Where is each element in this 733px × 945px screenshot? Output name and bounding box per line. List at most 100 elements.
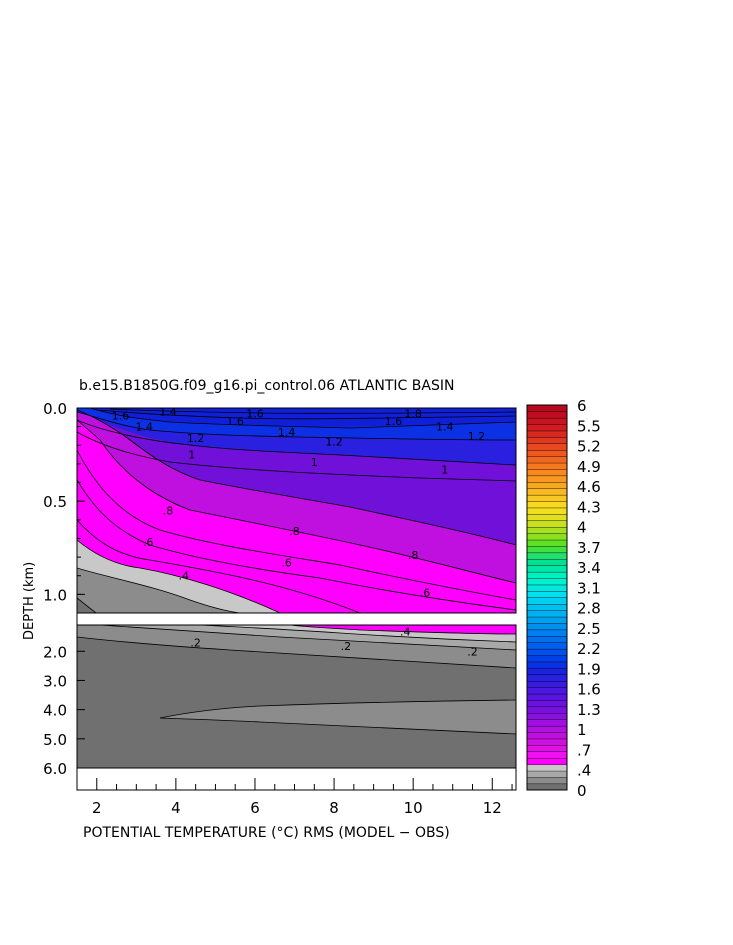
lower-band-deep-gray bbox=[160, 700, 516, 734]
contour-label: 1.4 bbox=[278, 426, 296, 439]
colorbar-swatch bbox=[526, 635, 568, 643]
colorbar-tick-label: 4.3 bbox=[577, 498, 601, 516]
y-tick-label: 5.0 bbox=[43, 731, 67, 749]
upper-contour-line bbox=[89, 408, 516, 429]
colorbar-swatch bbox=[526, 501, 568, 509]
colorbar-tick-label: 6 bbox=[577, 397, 587, 415]
x-axis-label: POTENTIAL TEMPERATURE (°C) RMS (MODEL − … bbox=[83, 825, 450, 841]
contour-label: 1.2 bbox=[468, 430, 486, 443]
colorbar-swatch bbox=[526, 655, 568, 663]
colorbar-tick-label: 4 bbox=[577, 519, 587, 537]
lower-contour-line bbox=[159, 699, 516, 719]
colorbar-swatch bbox=[526, 411, 568, 419]
contour-label: 1.4 bbox=[159, 406, 177, 419]
axes: 2 4 6 8 10 12 0.0 0.5 1.0 2.0 3.0 4.0 5.0 6.0 bbox=[43, 400, 517, 817]
y-tick-label: 3.0 bbox=[43, 672, 67, 690]
colorbar-swatch bbox=[526, 533, 568, 541]
upper-contour-lines bbox=[77, 408, 516, 613]
colorbar-tick-label: .4 bbox=[577, 762, 591, 780]
colorbar-tick-label: 1.3 bbox=[577, 701, 601, 719]
upper-contour-line bbox=[77, 539, 281, 613]
colorbar: 6 5.5 5.2 4.9 4.6 4.3 4 3.7 3.4 3.1 2.8 2.5 2.2 1.9 1.… bbox=[526, 397, 601, 800]
y-tick-label: 2.0 bbox=[43, 643, 67, 661]
contour-label: 1.4 bbox=[436, 421, 454, 434]
colorbar-swatch bbox=[526, 783, 568, 791]
colorbar-tick-label: 3.4 bbox=[577, 559, 601, 577]
colorbar-swatch bbox=[526, 699, 568, 708]
colorbar-swatch bbox=[526, 674, 568, 682]
colorbar-swatch bbox=[526, 597, 568, 605]
y-tick-label: 6.0 bbox=[43, 760, 67, 778]
contour-label: .8 bbox=[408, 549, 419, 562]
colorbar-swatch bbox=[526, 687, 568, 695]
upper-contour-line bbox=[77, 519, 361, 613]
colorbar-tick-label: 3.7 bbox=[577, 539, 601, 557]
contour-label: 1.4 bbox=[135, 421, 153, 434]
upper-contour-line bbox=[77, 597, 97, 613]
colorbar-swatch bbox=[526, 558, 568, 566]
colorbar-swatch bbox=[526, 603, 568, 611]
x-tick-label: 12 bbox=[483, 799, 502, 817]
upper-contour-line bbox=[109, 408, 516, 414]
colorbar-swatch bbox=[526, 610, 568, 618]
colorbar-tick-label: 3.1 bbox=[577, 579, 601, 597]
colorbar-swatch bbox=[526, 616, 568, 624]
colorbar-swatch bbox=[526, 642, 568, 650]
colorbar-swatch bbox=[526, 680, 568, 688]
colorbar-swatch bbox=[526, 417, 568, 425]
y-tick-label: 0.0 bbox=[43, 400, 67, 418]
colorbar-swatch bbox=[526, 776, 568, 785]
lower-contour-line bbox=[289, 625, 516, 635]
lower-contour-line bbox=[159, 717, 516, 735]
colorbar-swatch bbox=[526, 693, 568, 701]
contour-label: 1.6 bbox=[385, 415, 403, 428]
upper-contour-line bbox=[77, 419, 516, 584]
colorbar-swatch bbox=[526, 590, 568, 598]
colorbar-swatch bbox=[526, 571, 568, 579]
colorbar-swatch bbox=[526, 462, 568, 470]
colorbar-swatch bbox=[526, 661, 568, 669]
colorbar-swatch bbox=[526, 513, 568, 521]
colorbar-tick-label: 5.5 bbox=[577, 417, 601, 435]
lower-contour-line bbox=[77, 636, 516, 669]
x-tick-label: 10 bbox=[404, 799, 423, 817]
contour-labels: 1.6 1.41.61.61.61.81.4 1.4 1.41.2 1.2 1.2111.… bbox=[112, 406, 485, 659]
colorbar-tick-label: 0 bbox=[577, 782, 587, 800]
upper-contour-line bbox=[77, 449, 516, 601]
contour-label: .4 bbox=[179, 570, 190, 583]
colorbar-swatch bbox=[526, 622, 568, 631]
colorbar-swatch bbox=[526, 552, 568, 560]
contour-label: 1 bbox=[188, 449, 195, 462]
upper-panel-fill bbox=[77, 408, 516, 613]
lower-contour-line bbox=[99, 625, 516, 651]
colorbar-swatch bbox=[526, 468, 568, 477]
colorbar-tick-label: 1.9 bbox=[577, 660, 601, 678]
colorbar-swatch bbox=[526, 430, 568, 438]
lower-panel-fill bbox=[77, 625, 516, 768]
colorbar-swatch bbox=[526, 764, 568, 772]
colorbar-tick-label: 4.6 bbox=[577, 478, 601, 496]
contour-label: 1 bbox=[441, 464, 448, 477]
upper-contour-line bbox=[99, 409, 516, 420]
colorbar-tick-label: .7 bbox=[577, 741, 591, 759]
y-axis-label: DEPTH (km) bbox=[22, 562, 37, 640]
colorbar-swatch bbox=[526, 578, 568, 586]
colorbar-swatch bbox=[526, 488, 568, 496]
contour-label: .4 bbox=[400, 625, 411, 638]
contour-label: 1.6 bbox=[226, 415, 244, 428]
colorbar-swatch bbox=[526, 443, 568, 451]
colorbar-tick-label: 2.8 bbox=[577, 600, 601, 618]
colorbar-swatch bbox=[526, 584, 568, 592]
contour-label: 1.6 bbox=[112, 409, 130, 422]
lower-contour-lines bbox=[77, 625, 516, 735]
contour-label: .2 bbox=[341, 640, 352, 653]
colorbar-swatch bbox=[526, 475, 568, 483]
colorbar-swatch bbox=[526, 725, 568, 733]
band-gray-mid bbox=[77, 568, 240, 613]
y-tick-label: 1.0 bbox=[43, 586, 67, 604]
colorbar-tick-label: 1.6 bbox=[577, 681, 601, 699]
upper-contour-line bbox=[77, 567, 241, 613]
colorbar-swatch bbox=[526, 667, 568, 675]
colorbar-swatch bbox=[526, 738, 568, 746]
x-tick-label: 8 bbox=[329, 799, 339, 817]
